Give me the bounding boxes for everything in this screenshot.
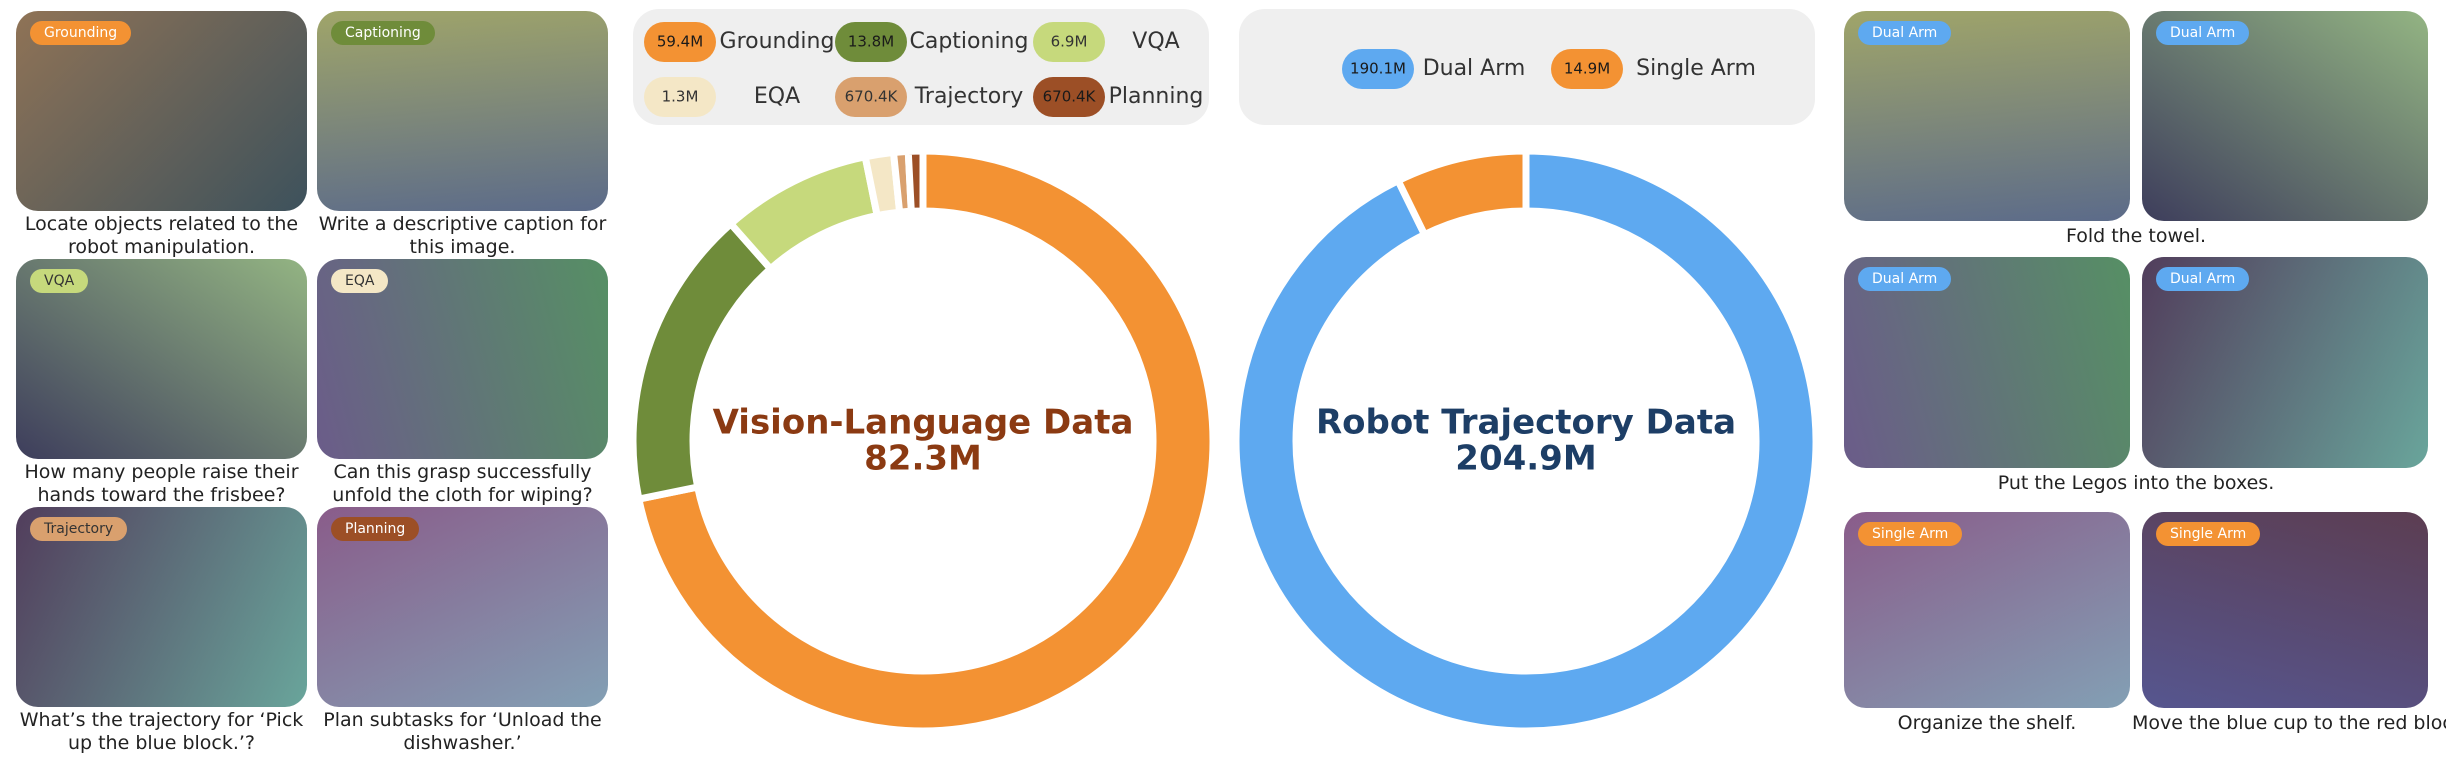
legend-swatch (644, 77, 716, 117)
legend-value: 59.4M (657, 33, 703, 51)
legend-swatch (1551, 49, 1623, 89)
chart-total: 204.9M (1455, 439, 1596, 479)
image-tag: Dual Arm (1858, 21, 1952, 45)
image-tag: EQA (331, 269, 389, 293)
image-tag: Grounding (30, 21, 132, 45)
image-tag: Dual Arm (2156, 21, 2250, 45)
legend-swatch (644, 22, 716, 62)
image: Single Arm (1844, 512, 2130, 708)
image-tag: Trajectory (30, 517, 128, 541)
caption: What’s the trajectory for ‘Pick up the b… (19, 709, 304, 754)
legend-label: Planning (1109, 84, 1204, 109)
image: Dual Arm (1844, 11, 2130, 221)
image: Planning (317, 507, 608, 707)
legend-panel (1239, 9, 1815, 125)
caption: Put the Legos into the boxes. (1997, 472, 2275, 494)
image-tag: Single Arm (2156, 522, 2261, 546)
legend-value: 190.1M (1350, 60, 1406, 78)
image-tag: VQA (30, 269, 89, 293)
legend-swatch (1033, 77, 1105, 117)
legend-swatch (835, 22, 907, 62)
caption: Move the blue cup to the red block. (2132, 712, 2446, 734)
caption: Can this grasp successfully unfold the c… (332, 461, 593, 506)
legend-value: 670.4K (845, 88, 899, 106)
donut-segment (725, 152, 882, 274)
chart-total: 82.3M (864, 439, 982, 479)
legend-label: Captioning (910, 29, 1029, 54)
donut-segment (634, 147, 1217, 735)
donut-segment (1393, 147, 1530, 240)
legend-label: VQA (1132, 29, 1179, 54)
image-tag: Dual Arm (1858, 267, 1952, 291)
caption: Plan subtasks for ‘Unload the dishwasher… (323, 709, 602, 754)
chart-title: Robot Trajectory Data (1316, 403, 1736, 443)
caption: Organize the shelf. (1897, 712, 2077, 734)
legend-label: Dual Arm (1423, 56, 1526, 81)
legend-swatch (1342, 49, 1414, 89)
legend-swatch (835, 77, 907, 117)
legend-value: 13.8M (848, 33, 894, 51)
chart-title: Vision-Language Data (713, 403, 1134, 443)
caption: How many people raise their hands toward… (24, 461, 299, 506)
legend-swatch (1033, 22, 1105, 62)
legend-label: Grounding (720, 29, 835, 54)
legend-value: 14.9M (1564, 60, 1610, 78)
image: Captioning (317, 11, 608, 211)
legend-panel (633, 9, 1209, 125)
image: VQA (16, 259, 307, 459)
legend-label: Trajectory (914, 84, 1024, 109)
image: Dual Arm (2142, 11, 2428, 221)
image-tag: Single Arm (1858, 522, 1963, 546)
image-tag: Dual Arm (2156, 267, 2250, 291)
image: Single Arm (2142, 512, 2428, 708)
legend-label: Single Arm (1636, 56, 1756, 81)
image: EQA (317, 259, 608, 459)
image: Dual Arm (2142, 257, 2428, 468)
legend-value: 1.3M (662, 88, 699, 106)
donut-segment (904, 147, 927, 215)
donut-segment (1232, 147, 1820, 735)
legend-label: EQA (754, 84, 800, 109)
image: Trajectory (16, 507, 307, 707)
caption: Fold the towel. (2065, 225, 2207, 247)
image-tag: Planning (331, 517, 420, 541)
caption: Locate objects related to the robot mani… (24, 213, 299, 258)
image: Dual Arm (1844, 257, 2130, 468)
image-tag: Captioning (331, 21, 435, 45)
image: Grounding (16, 11, 307, 211)
legend-value: 6.9M (1051, 33, 1088, 51)
caption: Write a descriptive caption for this ima… (318, 213, 607, 258)
donut-segment (629, 218, 776, 504)
legend-value: 670.4K (1043, 88, 1097, 106)
